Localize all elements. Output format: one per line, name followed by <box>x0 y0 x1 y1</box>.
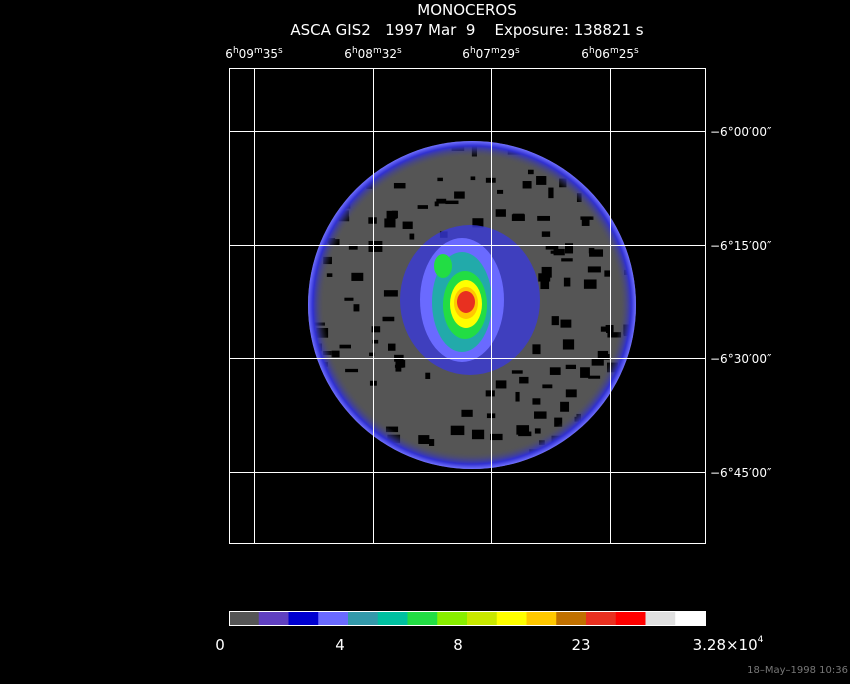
ra-label: 6h07m29s <box>462 46 520 61</box>
colorbar-swatch <box>229 611 260 625</box>
ra-label: 6h08m32s <box>344 46 402 61</box>
dec-label: −6°45′00″ <box>710 466 772 480</box>
colorbar-label-part: 4 <box>335 636 345 654</box>
colorbar-label: 4 <box>335 636 345 654</box>
ra-labels: 6h09m35s 6h08m32s 6h07m29s 6h06m25s <box>225 46 639 61</box>
colorbar-swatch <box>526 611 557 625</box>
ra-label-part: 6 <box>462 47 470 61</box>
colorbar-label: 23 <box>571 636 590 654</box>
plot-frame <box>229 68 706 544</box>
title: MONOCEROS <box>417 1 516 19</box>
colorbar-label: 0 <box>215 636 225 654</box>
ra-label-part: 32 <box>382 47 397 61</box>
dec-label: −6°00′00″ <box>710 125 772 139</box>
colorbar-label-part: 23 <box>571 636 590 654</box>
colorbar-label-part: 4 <box>758 635 764 645</box>
ra-label-part: 08 <box>358 47 373 61</box>
colorbar-swatch <box>407 611 438 625</box>
dec-label: −6°15′00″ <box>710 239 772 253</box>
ra-label-part: h <box>233 46 239 56</box>
timestamp: 18–May–1998 10:36 <box>747 665 848 676</box>
ra-label-part: 25 <box>619 47 634 61</box>
ra-label-part: m <box>491 46 500 56</box>
ra-label-part: s <box>278 46 283 56</box>
colorbar-label-part: 3.28×10 <box>693 636 758 654</box>
ra-label-part: h <box>352 46 358 56</box>
colorbar-swatch <box>467 611 498 625</box>
ra-label-part: 35 <box>263 47 278 61</box>
emission-knot <box>434 254 452 278</box>
colorbar-label-part: 8 <box>453 636 463 654</box>
colorbar-swatch <box>348 611 379 625</box>
colorbar-swatch <box>288 611 319 625</box>
colorbar-swatch <box>615 611 646 625</box>
dec-labels: −6°00′00″ −6°15′00″ −6°30′00″ −6°45′00″ <box>710 125 772 480</box>
grid <box>229 68 706 544</box>
ra-label-part: 07 <box>476 47 491 61</box>
colorbar-label: 8 <box>453 636 463 654</box>
ra-label: 6h06m25s <box>581 46 639 61</box>
ra-label-part: m <box>610 46 619 56</box>
ra-label-part: 6 <box>344 47 352 61</box>
colorbar-swatch <box>437 611 468 625</box>
ra-label-part: 6 <box>225 47 233 61</box>
ra-label-part: 09 <box>239 47 254 61</box>
ra-label-part: 6 <box>581 47 589 61</box>
ra-label: 6h09m35s <box>225 46 283 61</box>
emission-red <box>457 291 475 313</box>
colorbar-label: 3.28×104 <box>693 635 764 654</box>
ra-label-part: 06 <box>595 47 610 61</box>
ra-label-part: 29 <box>500 47 515 61</box>
colorbar <box>229 611 706 625</box>
colorbar-swatch <box>258 611 289 625</box>
colorbar-swatch <box>556 611 587 625</box>
ra-label-part: h <box>470 46 476 56</box>
subtitle: ASCA GIS2 1997 Mar 9 Exposure: 138821 s <box>290 21 643 39</box>
colorbar-label-part: 0 <box>215 636 225 654</box>
colorbar-labels: 0 4 8 23 3.28×104 <box>215 635 763 654</box>
ra-label-part: s <box>397 46 402 56</box>
colorbar-swatch <box>586 611 617 625</box>
ra-label-part: s <box>515 46 520 56</box>
colorbar-swatch <box>675 611 706 625</box>
ra-label-part: m <box>373 46 382 56</box>
ra-label-part: m <box>254 46 263 56</box>
ra-label-part: h <box>589 46 595 56</box>
colorbar-swatch <box>645 611 676 625</box>
colorbar-swatch <box>377 611 408 625</box>
ra-label-part: s <box>634 46 639 56</box>
dec-label: −6°30′00″ <box>710 352 772 366</box>
colorbar-frame <box>229 611 706 626</box>
colorbar-swatch <box>318 611 349 625</box>
colorbar-swatch <box>496 611 527 625</box>
